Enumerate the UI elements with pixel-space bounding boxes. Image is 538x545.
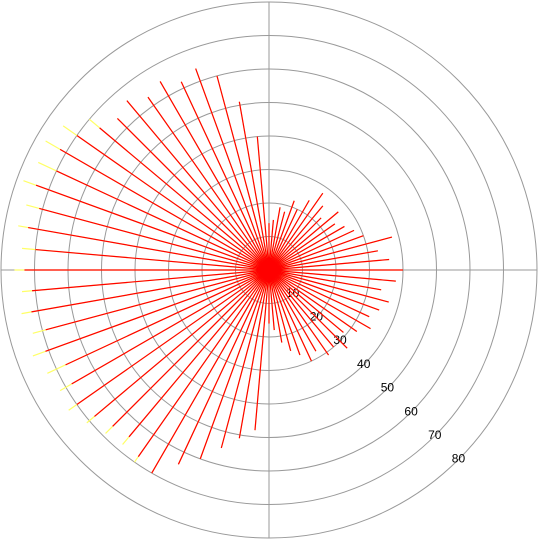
ray	[268, 192, 324, 271]
ray	[94, 269, 270, 417]
ray	[268, 269, 348, 349]
ray	[126, 100, 270, 271]
ray	[59, 148, 270, 271]
ray	[268, 205, 324, 271]
ray	[268, 269, 344, 333]
r-tick-label: 30	[333, 333, 347, 347]
ray	[268, 211, 339, 271]
r-tick-label: 80	[452, 452, 466, 466]
ray	[159, 81, 270, 271]
ray	[268, 207, 281, 271]
ray	[151, 269, 270, 474]
ray	[56, 170, 270, 271]
ray	[147, 96, 270, 271]
ray	[268, 229, 355, 271]
ray	[268, 269, 370, 318]
ray	[268, 236, 393, 271]
ray	[35, 184, 270, 271]
ray	[268, 269, 371, 330]
ray	[268, 223, 336, 271]
ray	[65, 269, 270, 366]
ray	[71, 269, 270, 385]
r-tick-label: 70	[428, 428, 442, 442]
ray	[28, 226, 270, 271]
ray	[268, 269, 396, 282]
ray	[268, 269, 275, 331]
ray	[76, 135, 270, 271]
ray	[31, 269, 270, 313]
ray	[116, 117, 270, 271]
ray	[32, 269, 270, 292]
ray	[238, 269, 270, 439]
ray	[268, 269, 317, 352]
ray	[35, 248, 270, 271]
ray	[128, 269, 270, 438]
ray	[268, 269, 283, 343]
ray	[39, 207, 270, 271]
ray	[254, 269, 270, 431]
ray	[268, 269, 330, 356]
ray	[195, 68, 270, 271]
ray	[268, 225, 345, 271]
ray	[268, 269, 358, 332]
ray	[268, 235, 364, 271]
ray	[268, 269, 389, 303]
ray	[99, 127, 270, 271]
ray	[45, 269, 270, 352]
ray	[268, 250, 378, 271]
ray	[112, 269, 270, 427]
r-tick-label: 50	[381, 381, 395, 395]
ray	[268, 209, 298, 271]
ray	[268, 258, 390, 271]
ray	[268, 269, 335, 348]
ray	[268, 269, 382, 291]
ray	[268, 219, 274, 271]
ray	[180, 81, 270, 271]
ray	[238, 101, 270, 271]
ray	[268, 217, 322, 271]
ray	[268, 269, 301, 356]
ray	[45, 269, 270, 331]
ray	[268, 269, 380, 311]
ray	[137, 269, 270, 457]
ray	[268, 211, 286, 271]
ray	[76, 269, 270, 405]
ray	[256, 136, 270, 271]
ray	[268, 269, 313, 362]
ray	[177, 269, 270, 465]
ray	[268, 200, 295, 271]
ray	[268, 200, 310, 271]
ray	[268, 269, 292, 352]
r-tick-label: 60	[404, 404, 418, 418]
ray	[199, 269, 270, 460]
r-tick-label: 40	[357, 357, 371, 371]
ray	[216, 75, 270, 271]
ray	[220, 269, 270, 449]
